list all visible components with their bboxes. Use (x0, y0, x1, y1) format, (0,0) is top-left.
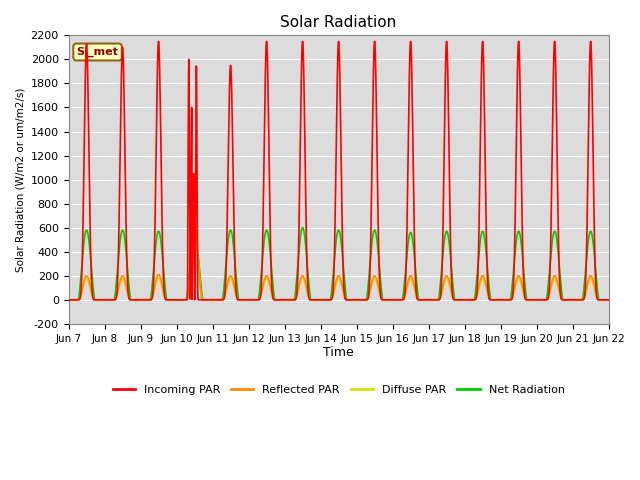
Legend: Incoming PAR, Reflected PAR, Diffuse PAR, Net Radiation: Incoming PAR, Reflected PAR, Diffuse PAR… (108, 380, 569, 399)
Title: Solar Radiation: Solar Radiation (280, 15, 397, 30)
Y-axis label: Solar Radiation (W/m2 or um/m2/s): Solar Radiation (W/m2 or um/m2/s) (15, 87, 25, 272)
X-axis label: Time: Time (323, 347, 354, 360)
Text: SI_met: SI_met (77, 47, 118, 57)
